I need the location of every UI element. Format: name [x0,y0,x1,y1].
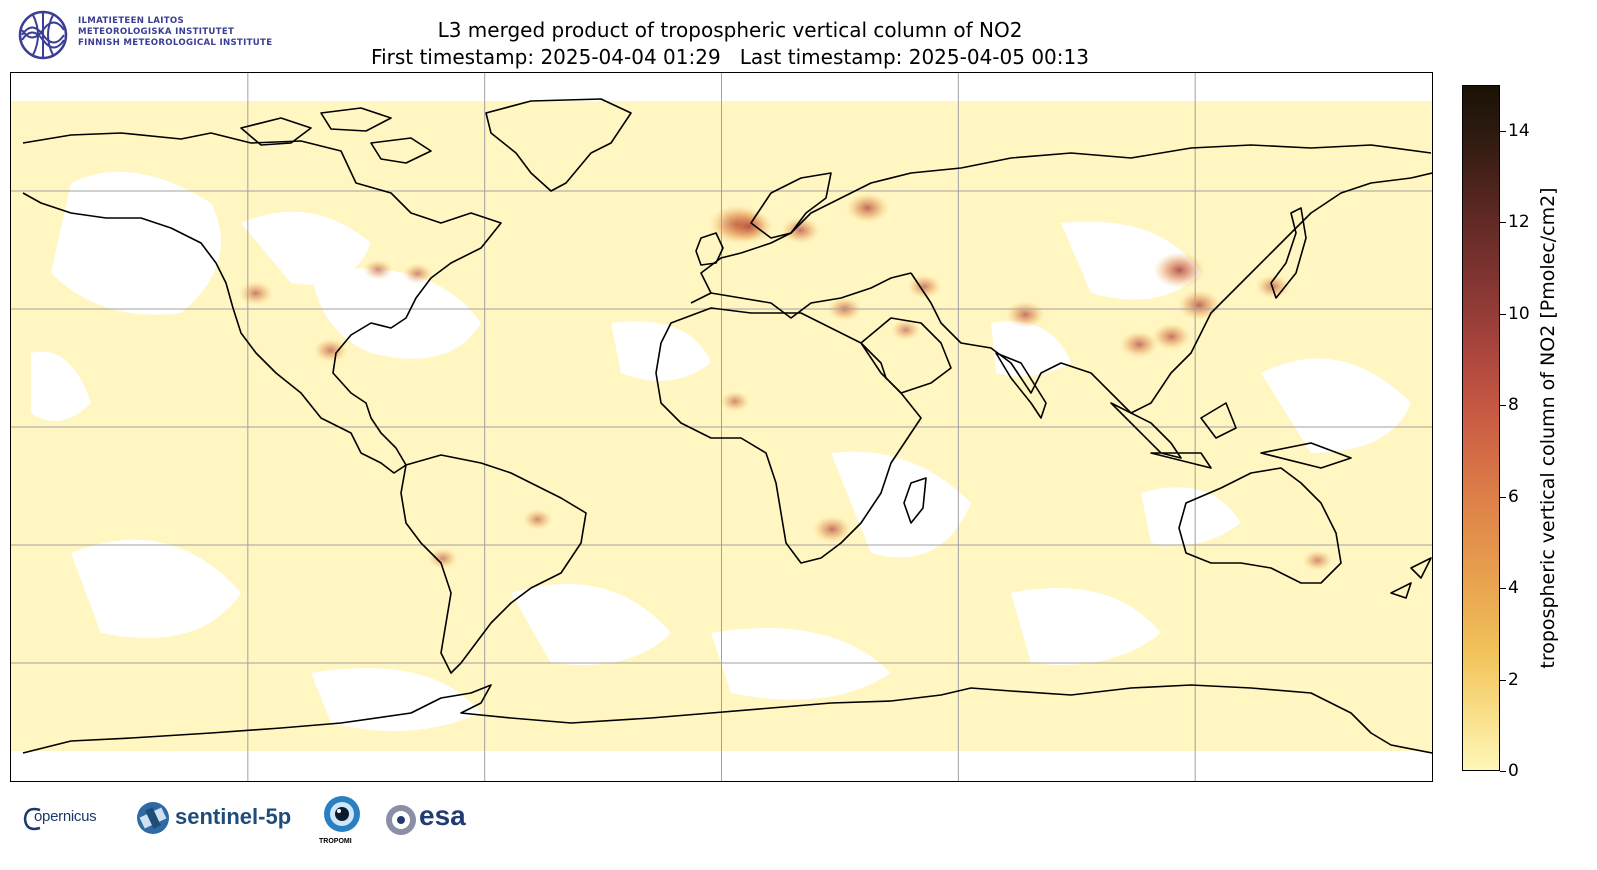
copernicus-c-icon [23,807,41,831]
no2-hotspot [812,515,852,543]
map-canvas [11,73,1432,781]
esa-text: esa [419,800,466,831]
esa-emblem-icon [386,805,416,835]
colorbar-tick [1500,588,1506,590]
no2-hotspot [363,259,393,281]
colorbar-ticks: 0 2 4 6 8 10 12 14 [1500,85,1560,781]
coastlines [22,98,1432,754]
tropomi-text: TROPOMI [319,838,352,845]
colorbar [1462,85,1500,771]
fmi-name: ILMATIETEEN LAITOS METEOROLOGISKA INSTIT… [78,16,272,49]
no2-hotspot [1302,549,1333,571]
no2-hotspot [846,192,889,223]
hotspots-layer [238,192,1333,571]
no2-hotspot [1153,252,1206,289]
fmi-emblem-icon [18,10,68,60]
no2-hotspot [720,391,750,412]
no2-hotspot [522,509,553,530]
colorbar-tick-label: 14 [1508,120,1530,141]
no2-hotspot [1152,323,1191,350]
colorbar-tick [1500,771,1506,772]
colorbar-tick [1500,130,1506,132]
fmi-logo: ILMATIETEEN LAITOS METEOROLOGISKA INSTIT… [18,10,298,60]
copernicus-text: opernicus [34,808,97,825]
colorbar-tick [1500,496,1506,498]
no2-hotspot [907,274,942,299]
map-subtitle-timestamps: First timestamp: 2025-04-04 01:29 Last t… [371,45,1089,69]
no2-hotspot [1177,290,1221,321]
no2-hotspot [238,281,273,306]
cloud-gaps-layer [31,171,1411,731]
colorbar-tick [1500,405,1506,407]
colorbar-label: tropospheric vertical column of NO2 [Pmo… [1537,187,1559,669]
fmi-name-sv: METEOROLOGISKA INSTITUTET [78,27,235,37]
colorbar-tick-label: 10 [1508,303,1530,324]
map-title: L3 merged product of tropospheric vertic… [437,18,1023,42]
copernicus-logo: opernicus [22,800,117,840]
esa-logo: esa [385,798,485,842]
no2-hotspot [313,338,348,363]
colorbar-tick-label: 12 [1508,212,1530,233]
fmi-name-en: FINNISH METEOROLOGICAL INSTITUTE [78,38,273,48]
fmi-name-fi: ILMATIETEEN LAITOS [78,16,185,26]
no2-hotspot [428,548,458,569]
colorbar-tick-label: 2 [1508,669,1519,690]
colorbar-tick-label: 4 [1508,578,1519,599]
no2-hotspot [891,319,921,341]
no2-hotspot [781,216,820,244]
colorbar-tick-label: 0 [1508,761,1519,781]
sentinel-text: sentinel-5p [175,804,292,829]
tropomi-eye-icon [324,796,360,832]
tropomi-logo: TROPOMI [318,794,366,850]
colorbar-tick-label: 6 [1508,486,1519,507]
colorbar-tick [1500,313,1506,315]
satellite-icon [137,802,169,834]
no2-map[interactable] [10,72,1433,782]
sentinel-5p-logo: sentinel-5p [133,798,303,838]
footer-logos: opernicus sentinel-5p TROPOMI esa [0,790,600,860]
colorbar-tick [1500,679,1506,681]
no2-hotspot [1006,301,1045,328]
no2-hotspot [1119,330,1159,358]
colorbar-tick [1500,222,1506,224]
no2-hotspot [402,263,433,284]
colorbar-tick-label: 8 [1508,395,1519,416]
no2-hotspot [725,209,773,243]
